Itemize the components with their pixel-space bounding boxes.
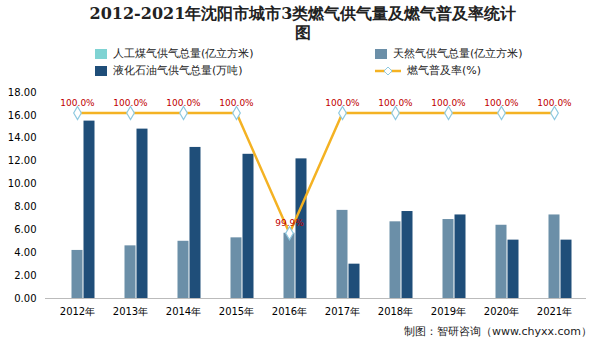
html-text:2012-2021年沈阳市城市3类燃气供气量及燃气普及率统计: 2012-2021年沈阳市城市3类燃气供气量及燃气普及率统计图 (89, 4, 517, 42)
svg-text:14.00: 14.00 (8, 132, 37, 143)
svg-text:100.0%: 100.0% (537, 98, 572, 108)
svg-text:2.00: 2.00 (14, 270, 36, 281)
svg-text:4.00: 4.00 (14, 247, 36, 258)
svg-text:99.9%: 99.9% (275, 218, 304, 228)
svg-text:100.0%: 100.0% (60, 98, 95, 108)
svg-text:2017年: 2017年 (325, 306, 360, 317)
html-text:天然气供气总量(亿立方米): 天然气供气总量(亿立方米) (393, 47, 523, 60)
svg-text:2013年: 2013年 (113, 306, 148, 317)
svg-text:16.00: 16.00 (8, 110, 37, 121)
svg-text:100.0%: 100.0% (166, 98, 201, 108)
html-text:燃气普及率(%): 燃气普及率(%) (407, 64, 481, 77)
svg-text:8.00: 8.00 (14, 201, 36, 212)
svg-text:2020年: 2020年 (484, 306, 519, 317)
svg-text:2015年: 2015年 (219, 306, 254, 317)
svg-text:10.00: 10.00 (8, 178, 37, 189)
svg-text:100.0%: 100.0% (378, 98, 413, 108)
svg-text:100.0%: 100.0% (325, 98, 360, 108)
svg-text:6.00: 6.00 (14, 224, 36, 235)
svg-text:2016年: 2016年 (272, 306, 307, 317)
html-text:液化石油气供气总量(万吨): 液化石油气供气总量(万吨) (113, 64, 243, 77)
svg-text:100.0%: 100.0% (484, 98, 519, 108)
svg-text:2018年: 2018年 (378, 306, 413, 317)
html-text:制图：智研咨询（www.chyxx.com）: 制图：智研咨询（www.chyxx.com） (404, 325, 592, 338)
svg-text:100.0%: 100.0% (219, 98, 254, 108)
svg-text:100.0%: 100.0% (113, 98, 148, 108)
svg-text:100.0%: 100.0% (431, 98, 466, 108)
svg-text:2014年: 2014年 (166, 306, 201, 317)
html-text:人工煤气供气总量(亿立方米): 人工煤气供气总量(亿立方米) (113, 47, 254, 60)
svg-text:12.00: 12.00 (8, 155, 37, 166)
svg-text:18.00: 18.00 (8, 87, 37, 98)
svg-text:0.00: 0.00 (14, 293, 36, 304)
svg-text:2021年: 2021年 (537, 306, 572, 317)
svg-text:2019年: 2019年 (431, 306, 466, 317)
svg-text:2012年: 2012年 (60, 306, 95, 317)
